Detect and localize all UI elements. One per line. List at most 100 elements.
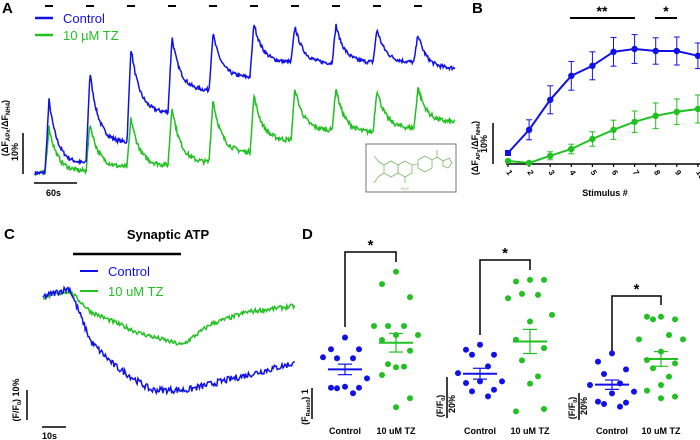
d-point-tz (541, 345, 547, 352)
chemical-structure-inset: NH2 (365, 143, 457, 193)
d-point-tz (541, 406, 547, 413)
d-point-tz (672, 393, 678, 400)
d-subpanel-2: (F/F0) 20% * Control 10 uM TZ (435, 245, 555, 436)
d-significance-bracket (611, 295, 662, 352)
d-significance-star: * (368, 237, 374, 254)
c-ylabel: (F/F0) 10% (11, 378, 23, 421)
c-trace-control (42, 285, 296, 396)
d-significance-star: * (634, 281, 640, 298)
d-group-label: 10 uM TZ (510, 426, 550, 436)
legend-tz: 10 µM TZ (63, 28, 119, 43)
b-point (694, 52, 700, 59)
c-legend-control: Control (108, 264, 150, 279)
b-point (631, 45, 638, 53)
d-point-control (595, 358, 601, 365)
b-tick-label: 6 (610, 169, 620, 178)
d-point-tz (672, 316, 678, 323)
c-scale-x-label: 10s (42, 431, 57, 440)
d-point-tz (644, 387, 650, 394)
d-point-control (469, 351, 475, 358)
d-ylabel: (FRatio0) 1 (300, 389, 312, 425)
d-point-tz (519, 290, 525, 297)
d-point-tz (513, 408, 519, 415)
panel-c: C Synaptic ATP Control 10 uM TZ (F/F0) 1… (4, 226, 296, 440)
d-point-control (455, 370, 461, 377)
sig-label-1: ** (597, 3, 608, 19)
d-point-control (477, 378, 483, 385)
d-point-tz (513, 278, 519, 285)
d-point-tz (644, 313, 650, 320)
d-scatter: (FRatio0) 1 * Control 10 uM TZ (F/F0) 20% * Con… (300, 237, 686, 436)
sig-label-2: * (663, 3, 669, 19)
panel-letter-a: A (2, 0, 13, 17)
b-point (673, 47, 680, 55)
d-point-tz (666, 373, 672, 380)
b-point (610, 48, 617, 55)
b-point (610, 126, 617, 133)
b-point (547, 96, 554, 104)
b-point (631, 118, 638, 126)
b-point (568, 145, 575, 153)
d-ylabel: (F/F0) (435, 395, 447, 418)
d-point-tz (535, 373, 541, 380)
d-point-tz (636, 336, 642, 343)
b-tick-label: 1 (504, 169, 514, 178)
panel-d: D (FRatio0) 1*Control 10 uM TZ(F/F0) 20%*C… (300, 226, 686, 436)
d-subpanel-1: (FRatio0) 1 * Control 10 uM TZ (300, 237, 421, 436)
d-group-label: 10 uM TZ (641, 426, 681, 436)
d-point-control (623, 366, 629, 373)
d-point-tz (371, 323, 377, 329)
trace-tz (34, 87, 456, 177)
d-point-control (364, 375, 370, 382)
d-point-control (350, 390, 356, 397)
legend-control: Control (63, 11, 105, 26)
b-tick-label: 9 (673, 169, 683, 178)
b-point (505, 150, 511, 156)
d-group-label: Control (329, 426, 361, 436)
b-tick-label: 7 (631, 169, 641, 178)
d-point-control (601, 401, 607, 408)
d-point-control (328, 346, 334, 353)
structure-amine-label: NH2 (401, 186, 410, 191)
d-group-label: 10 uM TZ (376, 426, 416, 436)
d-point-control (623, 399, 629, 406)
d-point-tz (401, 323, 407, 329)
d-point-tz (519, 357, 525, 364)
d-point-tz (407, 294, 413, 301)
d-point-tz (541, 276, 547, 283)
d-subpanel-3: (F/F0) 20% * Control 10 uM TZ (567, 281, 686, 436)
d-point-tz (549, 311, 555, 318)
a-ylabel: (ΔFAPx/ΔFNH4) (0, 100, 12, 156)
d-point-tz (535, 291, 541, 298)
d-point-control (631, 388, 637, 395)
d-point-tz (527, 380, 533, 387)
d-point-control (587, 381, 593, 388)
d-scale-label: 20% (579, 397, 589, 415)
d-group-label: Control (464, 426, 496, 436)
d-point-tz (658, 395, 664, 402)
panel-b: B ** * (ΔFAPx/ΔFNH4) 10% 1 2 3 4 5 6 7 8 9 10 Sti… (470, 0, 700, 198)
b-line-tz (507, 108, 699, 165)
d-point-control (356, 384, 362, 391)
b-point (652, 47, 659, 55)
b-tick-label: 10 (694, 169, 700, 182)
d-point-control (463, 346, 469, 353)
b-tick-label: 8 (652, 169, 662, 178)
c-trace-tz (42, 287, 296, 346)
d-point-tz (407, 395, 413, 402)
b-xlabel: Stimulus # (582, 188, 628, 198)
d-point-tz (505, 295, 511, 302)
d-point-tz (401, 363, 407, 370)
d-point-tz (644, 357, 650, 364)
d-point-control (463, 380, 469, 387)
a-scale-x-label: 60s (46, 188, 61, 198)
b-tick-label: 4 (568, 169, 578, 178)
b-tick-label: 5 (589, 169, 599, 178)
d-point-control (469, 388, 475, 395)
b-point (673, 108, 680, 116)
d-point-tz (415, 331, 421, 338)
d-point-tz (385, 361, 391, 368)
d-point-control (342, 383, 348, 390)
panel-letter-b: B (472, 0, 483, 17)
d-group-label: Control (596, 426, 628, 436)
